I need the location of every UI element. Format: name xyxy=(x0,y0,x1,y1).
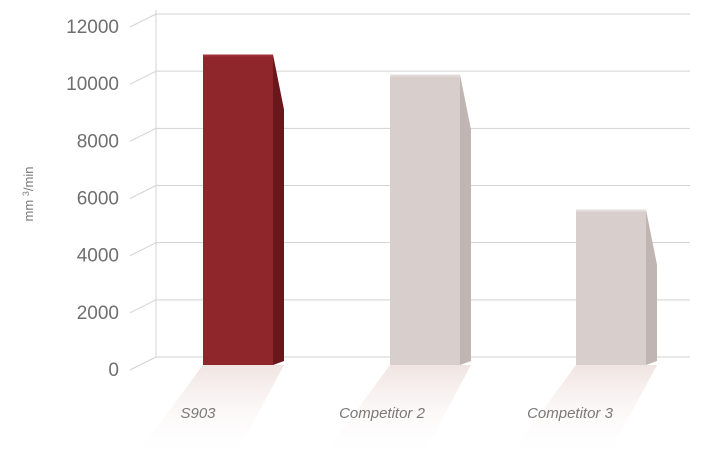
y-tick-label: 10000 xyxy=(66,74,119,95)
bars xyxy=(203,54,657,365)
bar-shadow xyxy=(133,365,284,459)
bar-shadow xyxy=(320,365,471,459)
y-axis-ticks: 0 2000 4000 6000 8000 10000 12000 xyxy=(66,17,119,381)
gridline-side xyxy=(129,185,157,199)
gridline-side xyxy=(129,299,157,314)
x-tick-label: Competitor 2 xyxy=(339,405,426,422)
y-axis-unit: mm xyxy=(21,200,36,222)
bar xyxy=(203,54,273,365)
y-tick-label: 0 xyxy=(108,360,119,381)
y-tick-label: 2000 xyxy=(77,303,119,324)
y-axis-title: mm 3/min xyxy=(21,167,36,222)
y-tick-label: 12000 xyxy=(66,17,119,38)
bar-top xyxy=(576,209,646,212)
y-tick-label: 8000 xyxy=(77,131,119,152)
gridline-side xyxy=(129,242,157,257)
x-tick-label: Competitor 3 xyxy=(527,405,614,422)
y-axis-unit-exponent: 3 xyxy=(21,191,31,196)
gridline-side xyxy=(129,356,157,371)
bar-side xyxy=(273,54,284,365)
bar-side xyxy=(646,209,657,365)
bar-side xyxy=(460,74,471,365)
bar xyxy=(390,74,460,365)
gridline-side xyxy=(129,127,157,142)
bar-top xyxy=(203,54,273,57)
y-axis-unit-rate: /min xyxy=(21,167,36,192)
gridline-side xyxy=(129,70,157,85)
x-tick-label: S903 xyxy=(180,405,216,422)
bar-shadows xyxy=(133,365,657,459)
bar xyxy=(576,209,646,365)
x-axis-labels: S903 Competitor 2 Competitor 3 xyxy=(180,405,613,422)
bar-shadow xyxy=(506,365,657,459)
bar-top xyxy=(390,74,460,77)
gridline-side xyxy=(129,13,157,28)
y-tick-label: 4000 xyxy=(77,246,119,267)
y-tick-label: 6000 xyxy=(77,189,119,210)
